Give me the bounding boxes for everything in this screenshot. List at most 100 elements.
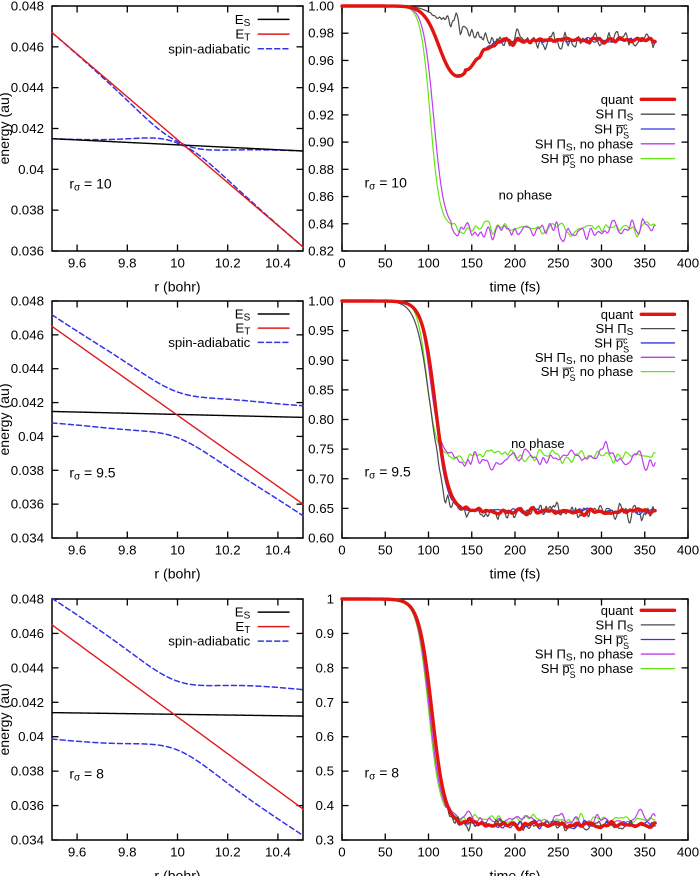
svg-text:0.90: 0.90: [308, 135, 334, 150]
svg-text:0.044: 0.044: [11, 660, 44, 675]
svg-text:10.2: 10.2: [215, 845, 241, 860]
svg-text:energy (au): energy (au): [0, 92, 12, 164]
svg-text:0.86: 0.86: [308, 189, 334, 204]
svg-text:r (bohr): r (bohr): [154, 279, 200, 295]
svg-text:200: 200: [504, 543, 526, 558]
svg-text:0.038: 0.038: [11, 764, 44, 779]
svg-text:300: 300: [590, 256, 612, 271]
svg-text:350: 350: [634, 256, 656, 271]
svg-text:0: 0: [338, 543, 345, 558]
svg-text:0.96: 0.96: [308, 53, 334, 68]
svg-text:300: 300: [590, 543, 612, 558]
svg-text:10: 10: [170, 256, 185, 271]
svg-text:0.65: 0.65: [308, 501, 334, 516]
svg-text:0.92: 0.92: [308, 107, 334, 122]
svg-text:0.9: 0.9: [316, 626, 335, 641]
svg-text:0.048: 0.048: [11, 0, 44, 14]
svg-text:0.048: 0.048: [11, 294, 44, 309]
svg-text:10: 10: [170, 845, 185, 860]
svg-text:energy (au): energy (au): [0, 383, 12, 455]
svg-text:spin-adiabatic: spin-adiabatic: [168, 634, 250, 649]
svg-text:0.95: 0.95: [308, 323, 334, 338]
svg-text:0.04: 0.04: [18, 729, 44, 744]
svg-text:time (fs): time (fs): [490, 279, 541, 295]
svg-text:0.8: 0.8: [316, 660, 335, 675]
svg-text:0: 0: [338, 845, 345, 860]
svg-text:0.036: 0.036: [11, 798, 44, 813]
svg-text:50: 50: [378, 256, 393, 271]
svg-text:quant: quant: [601, 92, 634, 107]
svg-text:100: 100: [417, 256, 439, 271]
svg-text:350: 350: [634, 845, 656, 860]
svg-text:400: 400: [677, 543, 699, 558]
svg-text:no phase: no phase: [511, 436, 565, 451]
svg-text:r (bohr): r (bohr): [154, 868, 200, 876]
svg-text:r (bohr): r (bohr): [154, 566, 200, 582]
svg-text:0.034: 0.034: [11, 531, 44, 546]
svg-text:1: 1: [327, 592, 334, 607]
svg-text:0.034: 0.034: [11, 833, 44, 848]
svg-text:0.6: 0.6: [316, 729, 335, 744]
svg-text:10.2: 10.2: [215, 256, 241, 271]
svg-text:0.04: 0.04: [18, 162, 44, 177]
svg-text:0.038: 0.038: [11, 203, 44, 218]
svg-text:9.8: 9.8: [118, 845, 137, 860]
svg-text:100: 100: [417, 845, 439, 860]
svg-text:0.048: 0.048: [11, 592, 44, 607]
svg-text:50: 50: [378, 543, 393, 558]
svg-text:0.042: 0.042: [11, 395, 44, 410]
svg-text:250: 250: [547, 256, 569, 271]
svg-text:0.94: 0.94: [308, 80, 334, 95]
svg-text:100: 100: [417, 543, 439, 558]
svg-text:9.8: 9.8: [118, 256, 137, 271]
svg-text:1.00: 1.00: [308, 0, 334, 14]
svg-text:0: 0: [338, 256, 345, 271]
svg-text:0.04: 0.04: [18, 429, 44, 444]
svg-text:250: 250: [547, 543, 569, 558]
svg-text:time (fs): time (fs): [490, 868, 541, 876]
svg-text:200: 200: [504, 256, 526, 271]
svg-text:400: 400: [677, 845, 699, 860]
svg-text:0.042: 0.042: [11, 695, 44, 710]
svg-text:time (fs): time (fs): [490, 566, 541, 582]
svg-text:150: 150: [461, 256, 483, 271]
svg-text:0.044: 0.044: [11, 80, 44, 95]
svg-text:no phase: no phase: [499, 188, 553, 203]
svg-text:0.036: 0.036: [11, 244, 44, 259]
svg-text:0.84: 0.84: [308, 216, 334, 231]
svg-text:0.82: 0.82: [308, 244, 334, 259]
svg-text:9.6: 9.6: [68, 543, 87, 558]
svg-text:9.8: 9.8: [118, 543, 137, 558]
svg-text:0.80: 0.80: [308, 412, 334, 427]
svg-text:0.85: 0.85: [308, 382, 334, 397]
svg-text:150: 150: [461, 543, 483, 558]
svg-text:0.88: 0.88: [308, 162, 334, 177]
svg-text:0.036: 0.036: [11, 497, 44, 512]
svg-text:10: 10: [170, 543, 185, 558]
svg-text:10.4: 10.4: [265, 256, 291, 271]
svg-text:10.4: 10.4: [265, 543, 291, 558]
svg-text:50: 50: [378, 845, 393, 860]
svg-text:0.044: 0.044: [11, 361, 44, 376]
svg-text:400: 400: [677, 256, 699, 271]
svg-text:0.98: 0.98: [308, 26, 334, 41]
svg-text:0.60: 0.60: [308, 531, 334, 546]
svg-text:1.00: 1.00: [308, 294, 334, 309]
svg-text:0.70: 0.70: [308, 471, 334, 486]
svg-text:0.046: 0.046: [11, 39, 44, 54]
svg-text:0.90: 0.90: [308, 353, 334, 368]
svg-text:0.042: 0.042: [11, 121, 44, 136]
svg-text:250: 250: [547, 845, 569, 860]
svg-text:10.2: 10.2: [215, 543, 241, 558]
svg-text:quant: quant: [601, 307, 634, 322]
svg-text:0.75: 0.75: [308, 442, 334, 457]
svg-text:spin-adiabatic: spin-adiabatic: [168, 41, 250, 56]
svg-text:200: 200: [504, 845, 526, 860]
svg-text:0.038: 0.038: [11, 463, 44, 478]
svg-text:350: 350: [634, 543, 656, 558]
svg-text:0.3: 0.3: [316, 833, 335, 848]
svg-text:0.7: 0.7: [316, 695, 335, 710]
svg-text:0.046: 0.046: [11, 626, 44, 641]
svg-text:energy (au): energy (au): [0, 683, 12, 755]
svg-text:300: 300: [590, 845, 612, 860]
